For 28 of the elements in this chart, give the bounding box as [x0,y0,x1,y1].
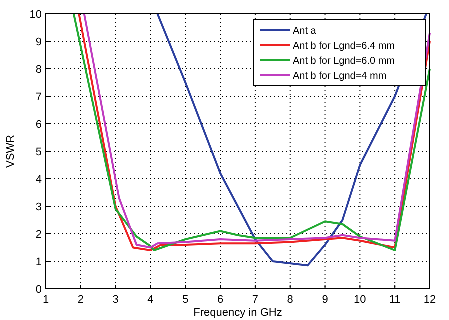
y-tick-label: 10 [30,9,42,21]
y-tick-label: 6 [36,119,42,131]
y-tick-label: 9 [36,36,42,48]
legend-label: Ant b for Lgnd=6.4 mm [293,41,396,52]
y-tick-label: 4 [36,174,42,186]
legend-label: Ant a [293,26,317,37]
y-tick-label: 1 [36,256,42,268]
x-tick-label: 5 [182,294,189,306]
y-tick-label: 3 [36,202,42,214]
x-tick-label: 10 [354,294,366,306]
y-tick-label: 7 [36,92,42,104]
x-axis-title: Frequency in GHz [194,307,282,319]
y-tick-label: 0 [36,284,42,296]
x-tick-label: 11 [389,294,401,306]
y-tick-label: 5 [36,146,42,158]
x-tick-label: 7 [252,294,259,306]
x-tick-label: 8 [287,294,294,306]
x-tick-label: 12 [424,294,436,306]
x-tick-label: 3 [112,294,119,306]
y-axis-title: VSWR [5,134,17,168]
legend-label: Ant b for Lgnd=6.0 mm [293,56,396,67]
y-tick-label: 8 [36,64,42,76]
legend-label: Ant b for Lgnd=4 mm [293,71,387,82]
x-tick-label: 2 [78,294,84,306]
x-tick-label: 6 [217,294,224,306]
x-tick-label: 4 [148,294,154,306]
y-tick-label: 2 [36,229,42,241]
x-tick-label: 9 [322,294,328,306]
